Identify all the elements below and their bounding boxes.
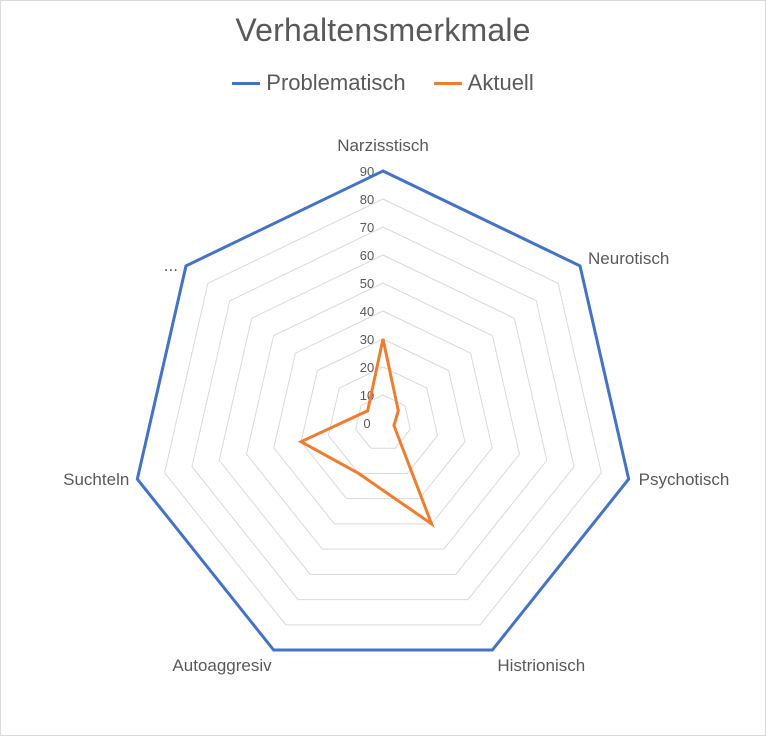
- grid-ring-90: [136, 170, 630, 651]
- series-line-aktuell: [297, 338, 435, 528]
- grid-ring-30: [300, 338, 466, 500]
- grid-ring-50: [245, 282, 521, 550]
- legend: Problematisch Aktuell: [0, 70, 766, 96]
- chart-title: Verhaltensmerkmale: [235, 12, 531, 48]
- legend-item-problematisch: Problematisch: [232, 70, 406, 96]
- series-line-problematisch: [135, 169, 631, 652]
- legend-item-aktuell: Aktuell: [433, 70, 534, 96]
- tick-label-70: 70: [360, 220, 374, 235]
- grid-ring-40: [273, 310, 493, 525]
- legend-label-aktuell: Aktuell: [467, 70, 534, 95]
- tick-label-80: 80: [360, 192, 374, 207]
- grid-ring-60: [218, 254, 548, 575]
- tick-label-30: 30: [360, 332, 374, 347]
- category-label-3: Histrionisch: [497, 656, 585, 675]
- category-label-4: Autoaggresiv: [172, 656, 272, 675]
- tick-label-0: 0: [363, 416, 370, 431]
- category-label-6: ...: [164, 256, 178, 275]
- category-label-5: Suchteln: [63, 470, 129, 489]
- legend-swatch-aktuell: [433, 81, 462, 85]
- grid-ring-20: [327, 366, 439, 474]
- tick-label-90: 90: [360, 164, 374, 179]
- tick-label-60: 60: [360, 248, 374, 263]
- category-label-1: Neurotisch: [588, 249, 669, 268]
- grid-ring-10: [355, 394, 411, 449]
- legend-label-problematisch: Problematisch: [266, 70, 406, 95]
- grid-ring-70: [191, 226, 575, 601]
- grid-ring-80: [164, 198, 602, 626]
- tick-label-40: 40: [360, 304, 374, 319]
- category-label-0: Narzisstisch: [337, 136, 429, 155]
- legend-swatch-problematisch: [232, 81, 261, 85]
- tick-label-50: 50: [360, 276, 374, 291]
- category-label-2: Psychotisch: [639, 470, 730, 489]
- tick-label-20: 20: [360, 360, 374, 375]
